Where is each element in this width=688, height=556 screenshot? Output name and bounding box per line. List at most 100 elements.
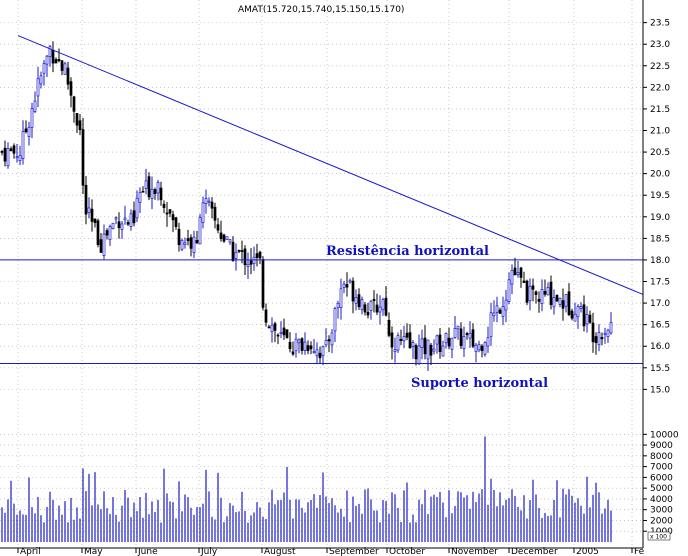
candle-body: [60, 60, 64, 71]
candle-body: [117, 221, 121, 229]
candle-body: [414, 345, 418, 360]
date-tick-label: June: [137, 547, 158, 556]
candle-body: [609, 322, 613, 334]
candle-body: [174, 217, 178, 227]
candle-body: [201, 202, 205, 223]
candle-body: [243, 248, 247, 266]
candle-body: [420, 338, 424, 348]
price-candles: [0, 41, 613, 371]
candle-body: [165, 212, 169, 215]
volume-tick-label: 3000: [650, 506, 673, 516]
candle-body: [72, 96, 76, 112]
candle-body: [408, 332, 412, 349]
candle-body: [600, 337, 604, 340]
candle-body: [213, 206, 217, 221]
candle-body: [186, 238, 190, 242]
candle-body: [402, 336, 406, 342]
date-tick-label: December: [511, 547, 558, 556]
candle-body: [498, 309, 502, 314]
volume-tick-labels: 1000200030004000500060007000800090001000…: [643, 430, 679, 537]
candle-body: [9, 148, 13, 152]
candle-body: [261, 259, 265, 308]
date-tick-labels: April May June July August September October No…: [17, 547, 645, 556]
candle-body: [378, 306, 382, 313]
price-tick-labels: 15.0 15.5 16.0 16.5 17.0 17.5 18.0 18.5 19.0 19.5…: [643, 19, 670, 395]
candle-body: [459, 328, 463, 346]
candle-body: [417, 345, 421, 365]
volume-tick-label: 7000: [650, 463, 673, 473]
candle-body: [3, 147, 7, 162]
candle-body: [513, 267, 517, 276]
candle-body: [282, 327, 286, 336]
volume-tick-label: 6000: [650, 473, 673, 483]
candle-body: [372, 299, 376, 302]
candle-body: [423, 337, 427, 355]
price-tick-label: 15.5: [650, 364, 670, 374]
candle-body: [309, 345, 313, 350]
candle-body: [375, 304, 379, 313]
price-tick-label: 16.5: [650, 321, 670, 331]
resistance-trendline: [17, 35, 644, 295]
candle-body: [333, 308, 337, 332]
candle-body: [153, 189, 157, 195]
candle-body: [531, 285, 535, 290]
price-tick-label: 15.0: [650, 385, 670, 395]
candle-body: [231, 241, 235, 261]
candle-body: [54, 59, 58, 64]
candle-body: [519, 267, 523, 278]
candle-body: [555, 295, 559, 302]
candle-body: [30, 108, 34, 128]
chart-grid: [0, 0, 643, 548]
candle-body: [198, 217, 202, 245]
candle-body: [219, 232, 223, 240]
candle-body: [12, 145, 16, 154]
candle-body: [93, 218, 97, 224]
volume-tick-label: 9000: [650, 441, 673, 451]
candle-body: [489, 312, 493, 338]
candle-body: [399, 338, 403, 341]
candle-body: [411, 342, 415, 347]
volume-unit-box: [647, 531, 671, 541]
candle-body: [228, 239, 232, 243]
date-tick-label: September: [329, 547, 379, 556]
candle-body: [564, 294, 568, 307]
volume-bars: [1, 436, 612, 542]
candle-body: [246, 264, 250, 268]
candle-body: [210, 201, 214, 209]
candle-body: [105, 230, 109, 236]
candle-body: [321, 346, 325, 357]
chart-lines: [0, 35, 644, 364]
candle-body: [366, 311, 370, 316]
candle-body: [510, 270, 514, 285]
candle-body: [234, 251, 238, 259]
candle-body: [501, 306, 505, 317]
price-tick-label: 23.5: [650, 19, 670, 29]
candle-body: [483, 342, 487, 355]
price-tick-label: 21.5: [650, 105, 670, 115]
candle-body: [393, 349, 397, 352]
candle-body: [21, 131, 25, 159]
candle-body: [84, 184, 88, 215]
candle-body: [348, 280, 352, 283]
price-tick-label: 21.0: [650, 126, 670, 136]
candle-body: [222, 234, 226, 242]
candle-body: [606, 329, 610, 337]
candle-body: [585, 313, 589, 325]
candle-body: [327, 339, 331, 342]
candle-body: [441, 345, 445, 357]
candle-body: [258, 251, 262, 259]
candle-body: [6, 148, 10, 167]
candle-body: [468, 332, 472, 339]
candle-body: [450, 337, 454, 350]
price-tick-label: 20.5: [650, 148, 670, 158]
candle-body: [144, 180, 148, 189]
candle-body: [168, 209, 172, 214]
candle-body: [360, 299, 364, 310]
candle-body: [318, 352, 322, 359]
candle-body: [150, 188, 154, 199]
candle-body: [543, 290, 547, 295]
date-tick-label: April: [20, 547, 41, 556]
date-tick-label: August: [264, 547, 296, 556]
candle-body: [324, 340, 328, 346]
candle-body: [276, 334, 280, 337]
